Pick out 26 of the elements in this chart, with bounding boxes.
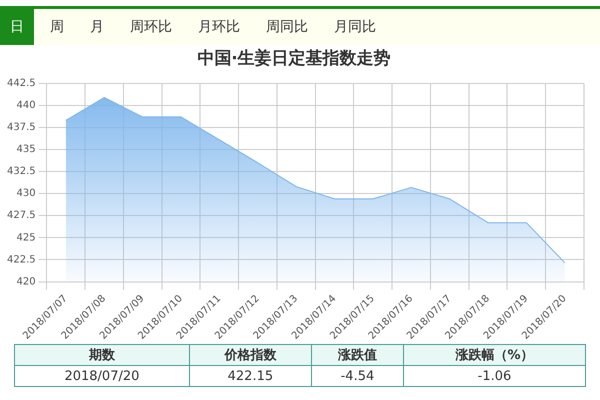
text: -4.54: [311, 366, 404, 386]
text: 周环比: [129, 18, 173, 37]
y-tick-label: 442.5: [6, 78, 36, 89]
text: 期数: [14, 344, 190, 366]
y-tick-label: 427.5: [6, 210, 36, 222]
text: 涨跌幅（%）: [403, 344, 586, 366]
y-tick-label: 420: [16, 276, 36, 288]
text: 422.15: [189, 366, 312, 386]
y-tick-label: 425: [16, 232, 36, 244]
y-tick-label: 432.5: [6, 166, 36, 178]
text: 周同比: [265, 18, 309, 37]
y-tick-label: 437.5: [6, 122, 36, 134]
text: 月环比: [197, 18, 241, 37]
y-tick-label: 430: [16, 188, 36, 200]
text: -1.06: [403, 366, 586, 386]
text: 涨跌值: [311, 344, 404, 366]
text: 月: [89, 18, 105, 37]
text: 2018/07/20: [14, 366, 190, 386]
text: 周: [49, 18, 65, 37]
text: 月同比: [333, 18, 377, 37]
text: 日: [0, 9, 34, 45]
y-tick-label: 440: [16, 100, 36, 112]
y-tick-label: 422.5: [6, 254, 36, 266]
text: 价格指数: [189, 344, 312, 366]
y-tick-label: 435: [16, 144, 36, 156]
chart-title: 中国·生姜日定基指数走势: [197, 48, 391, 69]
